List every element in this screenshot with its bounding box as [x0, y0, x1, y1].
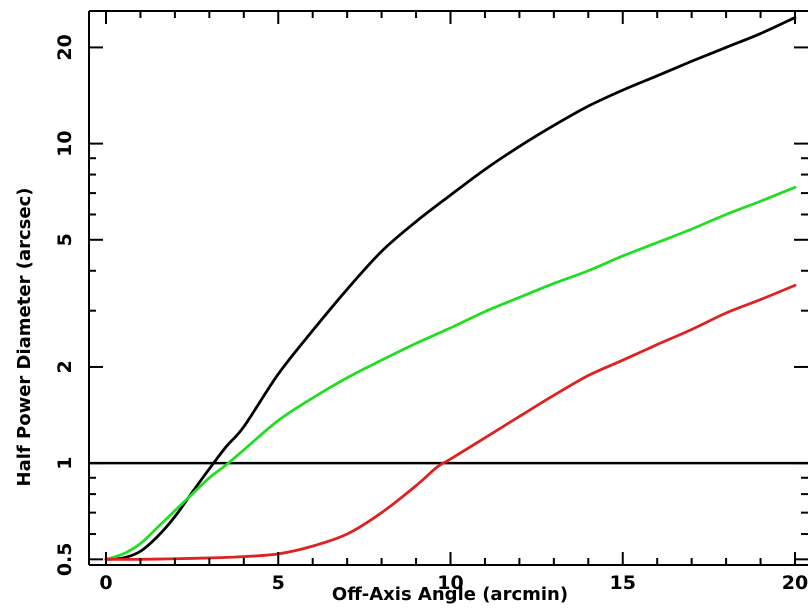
series-line-3	[104, 283, 797, 561]
y-tick-label: 2	[54, 360, 76, 373]
series-line-2	[104, 185, 797, 561]
x-tick-label: 20	[782, 572, 808, 594]
y-tick-label: 5	[54, 233, 76, 246]
x-tick-label: 15	[610, 572, 636, 594]
y-tick-label: 10	[54, 130, 76, 156]
y-tick-label: 20	[54, 34, 76, 60]
y-axis-title: Half Power Diameter (arcsec)	[14, 188, 35, 487]
x-tick-label: 5	[272, 572, 285, 594]
x-axis-title: Off-Axis Angle (arcmin)	[332, 584, 568, 605]
x-tick-label: 0	[99, 572, 112, 594]
x-tick-label: 10	[437, 572, 463, 594]
y-tick-label: 1	[54, 457, 76, 470]
y-tick-label: 0.5	[54, 542, 76, 576]
series-line-1	[104, 16, 797, 561]
